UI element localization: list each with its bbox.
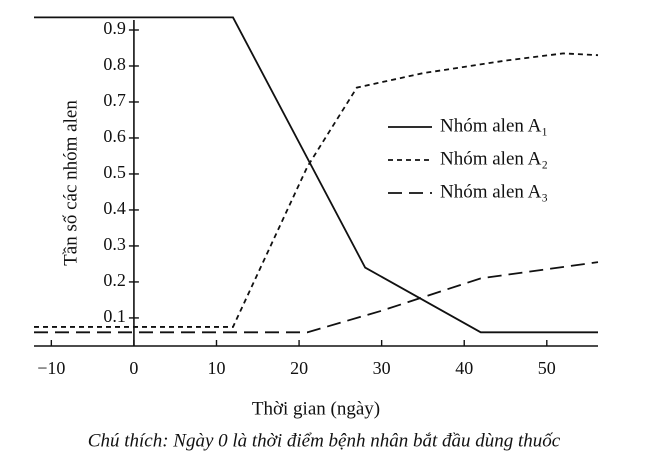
legend-label: Nhóm alen A₂ <box>440 148 548 169</box>
series-line <box>34 52 599 328</box>
x-tick-label: 20 <box>290 358 308 378</box>
y-tick-label: 0.2 <box>103 270 126 290</box>
caption: Chú thích: Ngày 0 là thời điểm bệnh nhân… <box>88 430 561 451</box>
series-line <box>34 261 599 334</box>
y-tick-label: 0.5 <box>103 162 126 182</box>
y-tick-label: 0.3 <box>103 234 126 254</box>
x-tick-label: −10 <box>37 358 65 378</box>
y-tick-label: 0.6 <box>103 126 126 146</box>
y-axis-label: Tần số các nhóm alen <box>60 100 81 266</box>
x-tick-label: 40 <box>455 358 473 378</box>
x-tick-label: 50 <box>538 358 556 378</box>
y-tick-label: 0.7 <box>103 90 126 110</box>
x-tick-label: 30 <box>373 358 391 378</box>
x-tick-label: 10 <box>207 358 225 378</box>
legend-label: Nhóm alen A₃ <box>440 181 548 202</box>
y-tick-label: 0.1 <box>103 306 126 326</box>
x-tick-label: 0 <box>129 358 138 378</box>
series-line <box>34 16 598 334</box>
y-tick-label: 0.4 <box>103 198 126 218</box>
legend-label: Nhóm alen A₁ <box>440 115 548 136</box>
x-axis-label: Thời gian (ngày) <box>252 398 380 419</box>
y-tick-label: 0.9 <box>103 18 126 38</box>
y-tick-label: 0.8 <box>103 54 126 74</box>
